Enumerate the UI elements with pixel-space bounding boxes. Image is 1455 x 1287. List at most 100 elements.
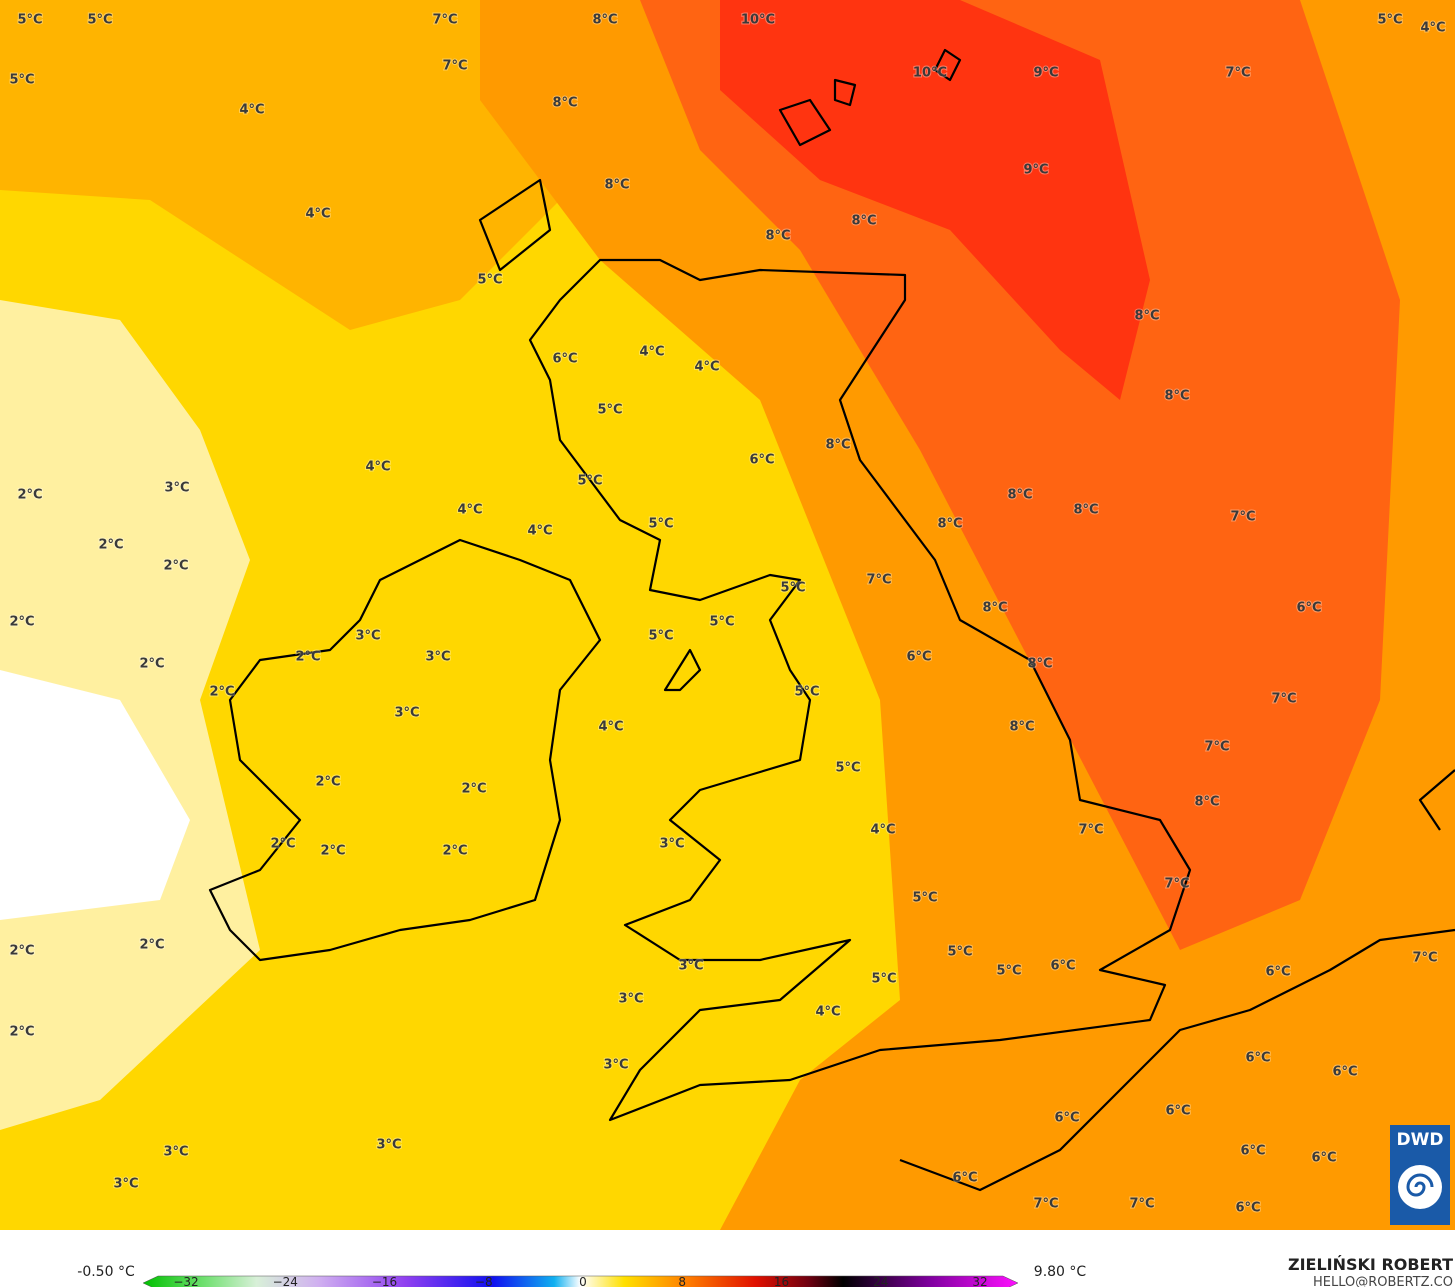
temperature-label: 5°C <box>912 891 937 906</box>
temperature-label: 2°C <box>163 559 188 574</box>
temperature-label: 3°C <box>678 959 703 974</box>
temperature-label: 4°C <box>815 1005 840 1020</box>
temperature-label: 3°C <box>394 706 419 721</box>
temperature-label: 5°C <box>794 685 819 700</box>
colorbar-tick-label: −8 <box>475 1275 493 1287</box>
temperature-label: 5°C <box>648 517 673 532</box>
temperature-label: 3°C <box>355 629 380 644</box>
temperature-label: 8°C <box>592 13 617 28</box>
colorbar-tick-label: −24 <box>273 1275 298 1287</box>
temperature-label: 8°C <box>604 178 629 193</box>
temperature-label: 2°C <box>209 685 234 700</box>
temperature-label: 5°C <box>1377 13 1402 28</box>
temperature-label: 2°C <box>9 944 34 959</box>
temperature-label: 3°C <box>425 650 450 665</box>
temperature-label: 8°C <box>1009 720 1034 735</box>
temperature-label: 8°C <box>1007 488 1032 503</box>
temperature-label: 5°C <box>9 73 34 88</box>
temperature-label: 7°C <box>432 13 457 28</box>
coastline <box>1418 769 1455 831</box>
temperature-label: 5°C <box>87 13 112 28</box>
legend-max: 9.80 °C <box>1034 1264 1087 1280</box>
temperature-label: 3°C <box>618 992 643 1007</box>
coastline <box>528 258 1192 1122</box>
temperature-label: 4°C <box>305 207 330 222</box>
temperature-label: 5°C <box>577 474 602 489</box>
temperature-label: 7°C <box>866 573 891 588</box>
temperature-label: 7°C <box>442 59 467 74</box>
temperature-label: 6°C <box>1240 1144 1265 1159</box>
contact: HELLO@ROBERTZ.CO <box>1313 1275 1453 1287</box>
temperature-label: 3°C <box>659 837 684 852</box>
colorbar-tick-label: 0 <box>579 1275 587 1287</box>
temperature-label: 6°C <box>1235 1201 1260 1216</box>
temperature-label: 2°C <box>17 488 42 503</box>
temperature-label: 5°C <box>477 273 502 288</box>
temperature-label: 7°C <box>1230 510 1255 525</box>
temperature-label: 2°C <box>9 615 34 630</box>
legend-min: -0.50 °C <box>77 1264 135 1280</box>
author: ZIELIŃSKI ROBERT <box>1288 1255 1453 1274</box>
temperature-label: 2°C <box>315 775 340 790</box>
temperature-label: 7°C <box>1078 823 1103 838</box>
temperature-label: 6°C <box>552 352 577 367</box>
temperature-label: 8°C <box>1194 795 1219 810</box>
temperature-label: 2°C <box>139 938 164 953</box>
temperature-label: 7°C <box>1033 1197 1058 1212</box>
temperature-area <box>0 300 260 1130</box>
temperature-label: 7°C <box>1225 66 1250 81</box>
temperature-label: 7°C <box>1412 951 1437 966</box>
temperature-label: 9°C <box>1033 66 1058 81</box>
temperature-label: 8°C <box>825 438 850 453</box>
temperature-label: 6°C <box>1054 1111 1079 1126</box>
colorbar-tick-label: −16 <box>372 1275 397 1287</box>
temperature-label: 3°C <box>163 1145 188 1160</box>
temperature-label: 7°C <box>1271 692 1296 707</box>
temperature-label: 8°C <box>552 96 577 111</box>
temperature-label: 4°C <box>239 103 264 118</box>
temperature-label: 6°C <box>1311 1151 1336 1166</box>
temperature-label: 2°C <box>139 657 164 672</box>
temperature-label: 6°C <box>1165 1104 1190 1119</box>
temperature-label: 4°C <box>457 503 482 518</box>
temperature-label: 3°C <box>113 1177 138 1192</box>
temperature-label: 5°C <box>871 972 896 987</box>
map: 5°C 5°C 7°C 8°C 10°C 5°C 4°C 5°C 7°C 10°C 9°C 7°C 4°… <box>0 0 1455 1230</box>
temperature-label: 7°C <box>1129 1197 1154 1212</box>
temperature-label: 5°C <box>17 13 42 28</box>
temperature-label: 9°C <box>1023 163 1048 178</box>
temperature-label: 6°C <box>1245 1051 1270 1066</box>
logo-icon <box>1398 1165 1442 1209</box>
colorbar-tick-label: 32 <box>972 1275 987 1287</box>
temperature-label: 6°C <box>906 650 931 665</box>
logo-swirl <box>1406 1173 1434 1197</box>
temperature-label: 2°C <box>461 782 486 797</box>
temperature-area <box>640 0 1400 950</box>
temperature-labels: 5°C 5°C 7°C 8°C 10°C 5°C 4°C 5°C 7°C 10°C 9°C 7°C 4°… <box>8 12 1446 1217</box>
temperature-label: 6°C <box>1332 1065 1357 1080</box>
temperature-label: 7°C <box>1164 877 1189 892</box>
temperature-label: 6°C <box>1296 601 1321 616</box>
temperature-label: 5°C <box>996 964 1021 979</box>
temperature-label: 3°C <box>376 1138 401 1153</box>
temperature-label: 5°C <box>835 761 860 776</box>
temperature-label: 8°C <box>937 517 962 532</box>
temperature-label: 4°C <box>1420 21 1445 36</box>
temperature-label: 6°C <box>952 1171 977 1186</box>
temperature-label: 2°C <box>295 650 320 665</box>
temperature-label: 7°C <box>1204 740 1229 755</box>
temperature-label: 3°C <box>164 481 189 496</box>
temperature-label: 6°C <box>1265 965 1290 980</box>
colorbar-tick-label: 16 <box>774 1275 789 1287</box>
coastline <box>208 538 602 962</box>
temperature-label: 6°C <box>1050 959 1075 974</box>
temperature-label: 8°C <box>1164 389 1189 404</box>
temperature-label: 4°C <box>694 360 719 375</box>
temperature-label: 5°C <box>709 615 734 630</box>
temperature-area <box>0 670 190 920</box>
colorbar <box>142 1275 1019 1287</box>
temperature-label: 5°C <box>648 629 673 644</box>
temperature-label: 4°C <box>639 345 664 360</box>
temperature-label: 5°C <box>597 403 622 418</box>
temperature-label: 2°C <box>442 844 467 859</box>
